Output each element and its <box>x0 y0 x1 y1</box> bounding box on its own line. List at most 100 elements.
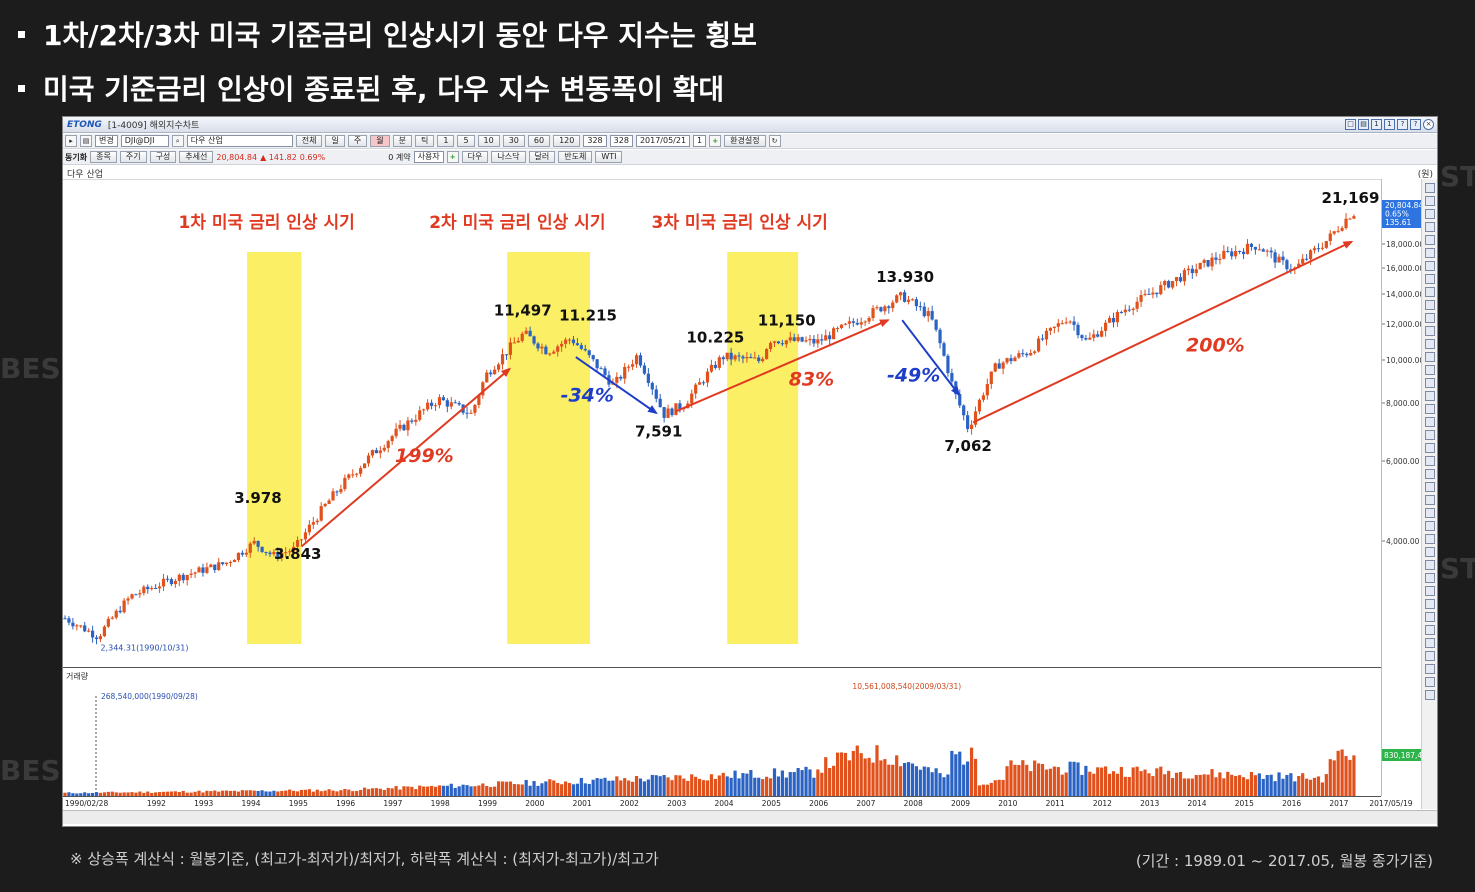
count-input-1[interactable]: 328 <box>583 135 607 147</box>
drawing-tool-icon[interactable] <box>1424 209 1435 219</box>
drawing-tool-icon[interactable] <box>1424 690 1435 700</box>
index-wti[interactable]: WTI <box>595 151 623 163</box>
drawing-tool-icon[interactable] <box>1424 287 1435 297</box>
y-tick-label: 4,000.00 <box>1386 537 1420 546</box>
index-dow[interactable]: 다우 <box>461 151 489 163</box>
settings-button[interactable]: 환경설정 <box>724 135 766 147</box>
trend-button[interactable]: 추세선 <box>179 151 214 163</box>
drawing-tool-icon[interactable] <box>1424 573 1435 583</box>
drawing-tool-icon[interactable] <box>1424 352 1435 362</box>
drawing-tool-icon[interactable] <box>1424 378 1435 388</box>
candle-body <box>63 618 67 620</box>
min-1[interactable]: 1 <box>437 135 455 147</box>
drawing-tool-icon[interactable] <box>1424 300 1435 310</box>
period-minute[interactable]: 분 <box>392 135 412 147</box>
volume-bar <box>930 772 934 796</box>
period-tick[interactable]: 틱 <box>414 135 435 147</box>
user-select[interactable]: 사용자 <box>413 151 444 163</box>
add-indicator-icon[interactable]: + <box>446 151 459 163</box>
drawing-tool-icon[interactable] <box>1424 248 1435 258</box>
drawing-tool-icon[interactable] <box>1424 365 1435 375</box>
drawing-tool-icon[interactable] <box>1424 651 1435 661</box>
refresh-icon[interactable]: ↻ <box>768 135 781 147</box>
period-week[interactable]: 주 <box>347 135 368 147</box>
window-btn-help[interactable]: ? <box>1397 119 1408 130</box>
period-month[interactable]: 월 <box>370 135 390 147</box>
drawing-tool-icon[interactable] <box>1424 443 1435 453</box>
drawing-tool-icon[interactable] <box>1424 391 1435 401</box>
drawing-tool-icon[interactable] <box>1424 404 1435 414</box>
candle-body <box>236 552 241 560</box>
window-btn-1[interactable]: 1 <box>1371 119 1382 130</box>
compose-button[interactable]: 구성 <box>149 151 177 163</box>
drawing-tool-icon[interactable] <box>1424 430 1435 440</box>
view-select[interactable]: 변경 <box>95 135 118 147</box>
drawing-tool-icon[interactable] <box>1424 222 1435 232</box>
min-120[interactable]: 120 <box>553 135 581 147</box>
drawing-tool-icon[interactable] <box>1424 664 1435 674</box>
horizontal-scrollbar[interactable] <box>63 810 1437 824</box>
view-icon[interactable]: ▤ <box>80 135 92 147</box>
drawing-tool-icon[interactable] <box>1424 521 1435 531</box>
drawing-tool-icon[interactable] <box>1424 677 1435 687</box>
drawing-tool-icon[interactable] <box>1424 196 1435 206</box>
date-input[interactable]: 2017/05/21 <box>635 135 691 147</box>
drawing-tool-icon[interactable] <box>1424 313 1435 323</box>
count-input-2[interactable]: 328 <box>609 135 633 147</box>
candle-body <box>832 328 836 340</box>
drawing-tool-icon[interactable] <box>1424 274 1435 284</box>
drawing-tool-icon[interactable] <box>1424 508 1435 518</box>
drawing-tool-icon[interactable] <box>1424 469 1435 479</box>
drawing-tool-icon[interactable] <box>1424 339 1435 349</box>
volume-high-annotation: 10,561,008,540(2009/03/31) <box>852 682 961 691</box>
volume-bar <box>958 751 962 796</box>
period-day[interactable]: 일 <box>325 135 345 147</box>
drawing-tool-icon[interactable] <box>1424 560 1435 570</box>
price-plot[interactable]: 2,344.31(1990/10/31) 1차 미국 금리 인상 시기 2차 미국 … <box>63 179 1381 665</box>
window-btn-restore[interactable]: □ <box>1345 119 1356 130</box>
drawing-tool-icon[interactable] <box>1424 547 1435 557</box>
volume-bar <box>1064 772 1068 796</box>
drawing-tool-icon[interactable] <box>1424 456 1435 466</box>
drawing-tool-icon[interactable] <box>1424 638 1435 648</box>
drawing-tool-icon[interactable] <box>1424 534 1435 544</box>
unit-select[interactable]: 1 <box>693 135 707 147</box>
cycle-button[interactable]: 주기 <box>119 151 147 163</box>
drawing-tool-icon[interactable] <box>1424 625 1435 635</box>
volume-bar <box>1316 776 1321 796</box>
window-btn-layout[interactable]: ▤ <box>1358 119 1369 130</box>
candle-body <box>90 630 95 638</box>
volume-bar <box>528 785 532 796</box>
drawing-tool-icon[interactable] <box>1424 261 1435 271</box>
drawing-tool-icon[interactable] <box>1424 417 1435 427</box>
window-titlebar[interactable]: ETONG [1-4009] 해외지수차트 □ ▤ 1 1 ? ? × <box>63 117 1437 133</box>
window-btn-help2[interactable]: ? <box>1410 119 1421 130</box>
drawing-tool-icon[interactable] <box>1424 612 1435 622</box>
search-icon[interactable]: ⌕ <box>171 135 184 147</box>
period-all[interactable]: 전체 <box>295 135 323 147</box>
volume-plot[interactable]: 거래량 268,540,000(1990/09/28) 10,561,008,540… <box>63 667 1381 796</box>
drawing-tool-icon[interactable] <box>1424 326 1435 336</box>
min-10[interactable]: 10 <box>477 135 500 147</box>
index-semiconductor[interactable]: 반도체 <box>558 151 593 163</box>
drawing-tool-icon[interactable] <box>1424 599 1435 609</box>
close-icon[interactable]: × <box>1423 119 1434 130</box>
code-input[interactable]: DJI@DJI <box>120 135 169 147</box>
drawing-tool-icon[interactable] <box>1424 183 1435 193</box>
min-5[interactable]: 5 <box>457 135 475 147</box>
drawing-tool-icon[interactable] <box>1424 495 1435 505</box>
window-btn-2[interactable]: 1 <box>1384 119 1395 130</box>
index-nasdaq[interactable]: 나스닥 <box>491 151 526 163</box>
candle-body <box>1190 268 1194 274</box>
index-dollar[interactable]: 달러 <box>528 151 556 163</box>
candle-body <box>335 491 339 493</box>
drawing-tool-icon[interactable] <box>1424 482 1435 492</box>
stock-button[interactable]: 종목 <box>90 151 117 163</box>
drawing-tool-icon[interactable] <box>1424 586 1435 596</box>
min-60[interactable]: 60 <box>527 135 551 147</box>
min-30[interactable]: 30 <box>502 135 525 147</box>
drawing-tool-icon[interactable] <box>1424 235 1435 245</box>
add-icon[interactable]: + <box>709 135 722 147</box>
candle-body <box>1060 323 1064 325</box>
expand-icon[interactable]: ▸ <box>65 135 77 147</box>
